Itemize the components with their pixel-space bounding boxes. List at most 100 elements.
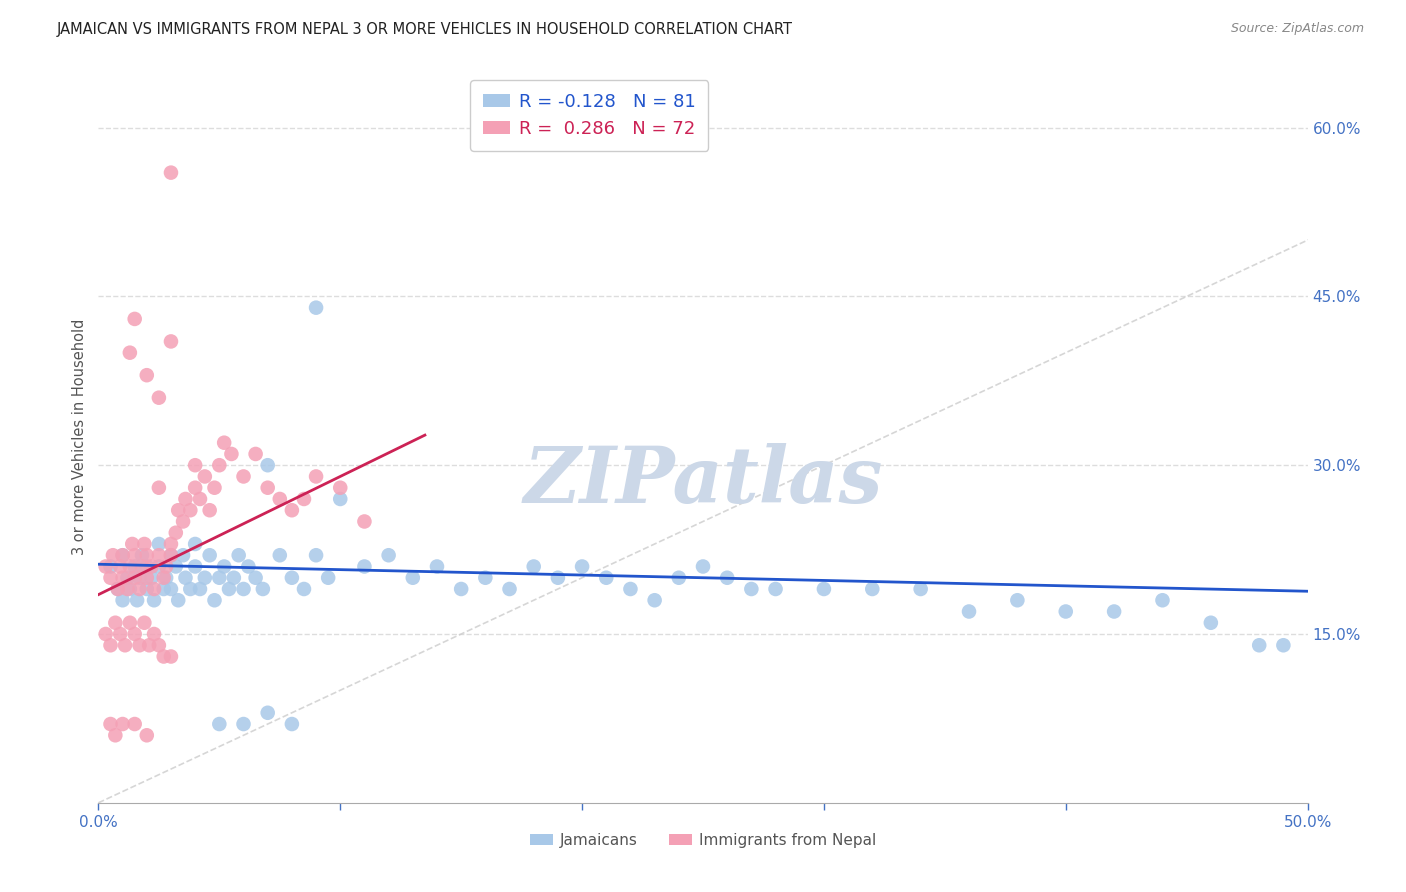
Point (167, 593, 190, 607)
Point (1054, 605, 1077, 619)
Point (118, 582, 141, 596)
Point (184, 481, 207, 495)
Point (100, 638, 122, 652)
Point (765, 582, 787, 596)
Point (1152, 593, 1174, 607)
Point (1199, 615, 1222, 630)
Point (571, 559, 593, 574)
Point (111, 548, 134, 562)
Point (143, 627, 166, 641)
Point (174, 571, 197, 585)
Point (595, 571, 617, 585)
Point (143, 582, 166, 596)
Point (135, 548, 157, 562)
Point (160, 537, 183, 551)
Point (108, 627, 131, 641)
Point (111, 571, 134, 585)
Point (179, 582, 201, 596)
Point (117, 582, 139, 596)
Point (256, 706, 278, 720)
Point (155, 571, 177, 585)
Point (124, 717, 146, 731)
Point (222, 571, 245, 585)
Point (135, 368, 157, 383)
Point (108, 559, 131, 574)
Point (135, 728, 157, 742)
Point (111, 717, 134, 731)
Point (281, 503, 304, 517)
Point (692, 559, 714, 574)
Point (128, 638, 150, 652)
Point (292, 491, 315, 506)
Point (118, 345, 141, 359)
Point (172, 548, 194, 562)
Point (740, 582, 762, 596)
Text: JAMAICAN VS IMMIGRANTS FROM NEPAL 3 OR MORE VEHICLES IN HOUSEHOLD CORRELATION CH: JAMAICAN VS IMMIGRANTS FROM NEPAL 3 OR M… (56, 22, 792, 37)
Point (165, 525, 187, 540)
Point (329, 491, 352, 506)
Point (860, 582, 883, 596)
Point (474, 571, 496, 585)
Point (208, 717, 231, 731)
Point (100, 717, 122, 731)
Point (114, 638, 136, 652)
Point (148, 638, 170, 652)
Point (281, 717, 304, 731)
Point (232, 717, 254, 731)
Point (256, 481, 278, 495)
Point (148, 391, 170, 405)
Point (141, 559, 163, 574)
Point (148, 559, 170, 574)
Point (957, 605, 980, 619)
Point (523, 559, 546, 574)
Point (148, 481, 170, 495)
Point (100, 559, 122, 574)
Point (160, 334, 183, 349)
Point (155, 559, 177, 574)
Point (212, 559, 235, 574)
Point (148, 537, 170, 551)
Point (135, 559, 157, 574)
Point (94, 627, 117, 641)
Point (218, 582, 240, 596)
Point (188, 491, 211, 506)
Point (172, 515, 194, 529)
Point (353, 515, 375, 529)
Point (426, 559, 449, 574)
Point (152, 649, 174, 664)
Y-axis label: 3 or more Vehicles in Household: 3 or more Vehicles in Household (72, 319, 87, 555)
Point (117, 571, 139, 585)
Point (104, 728, 127, 742)
Point (256, 458, 278, 473)
Point (269, 491, 291, 506)
Point (134, 615, 156, 630)
Point (232, 469, 254, 483)
Point (252, 582, 274, 596)
Point (228, 548, 250, 562)
Point (1272, 638, 1295, 652)
Point (184, 559, 207, 574)
Point (292, 582, 315, 596)
Point (121, 537, 143, 551)
Point (353, 559, 375, 574)
Point (377, 548, 399, 562)
Point (124, 312, 146, 326)
Point (305, 301, 328, 315)
Point (160, 548, 183, 562)
Point (184, 458, 207, 473)
Point (204, 481, 226, 495)
Point (134, 537, 156, 551)
Point (245, 447, 267, 461)
Point (128, 571, 150, 585)
Point (131, 548, 153, 562)
Point (111, 548, 134, 562)
Point (208, 571, 231, 585)
Point (619, 582, 641, 596)
Point (124, 559, 146, 574)
Point (281, 571, 304, 585)
Point (111, 593, 134, 607)
Point (547, 571, 569, 585)
Point (160, 649, 183, 664)
Point (668, 571, 690, 585)
Point (124, 548, 146, 562)
